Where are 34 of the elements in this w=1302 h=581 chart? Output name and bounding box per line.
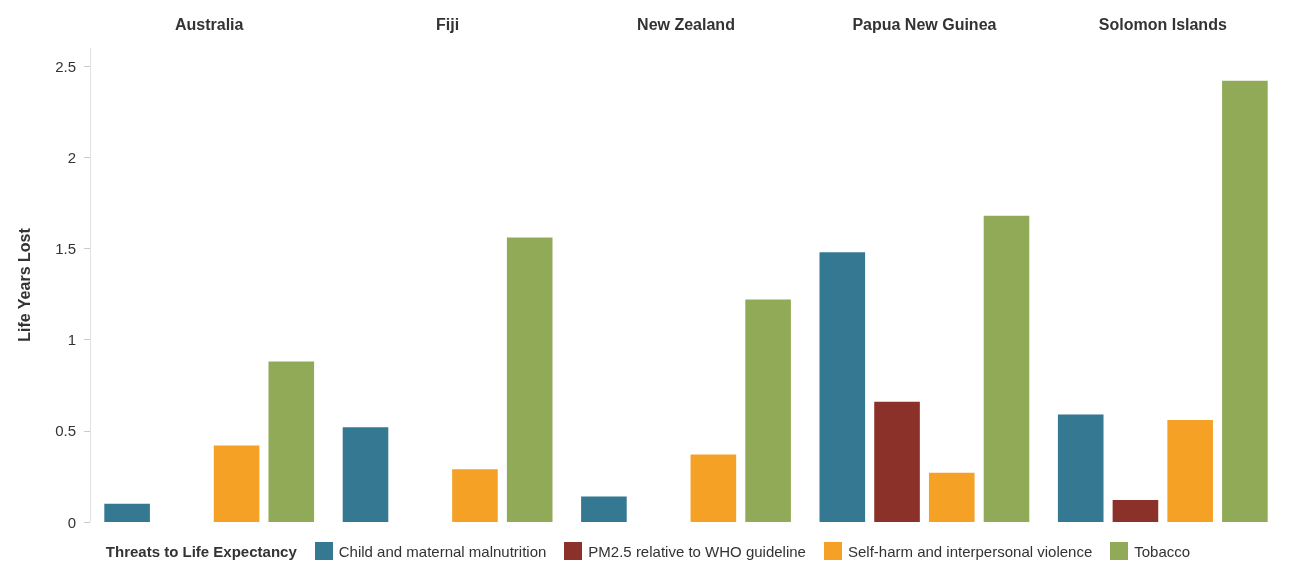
y-tick-label: 1 — [67, 331, 76, 349]
bar — [268, 361, 315, 522]
x-tick-label: New Zealand — [637, 15, 735, 33]
bar — [213, 445, 260, 522]
bar — [506, 237, 553, 522]
x-tick-label: Australia — [174, 15, 244, 33]
legend-title: Threats to Life Expectancy — [105, 542, 297, 560]
x-tick-label: Papua New Guinea — [852, 15, 997, 33]
bar — [104, 503, 150, 522]
bar — [342, 427, 389, 522]
legend-label: Self-harm and interpersonal violence — [847, 542, 1093, 560]
bar — [745, 299, 791, 522]
bar — [928, 472, 975, 522]
legend-label: Tobacco — [1134, 542, 1191, 560]
x-tick-label: Fiji — [436, 15, 460, 33]
bar — [1167, 419, 1213, 522]
y-tick-label: 0 — [67, 513, 76, 531]
bar — [690, 454, 737, 522]
bar — [983, 215, 1030, 522]
bar — [1222, 80, 1268, 522]
y-tick-label: 1.5 — [55, 240, 76, 258]
y-axis-title: Life Years Lost — [15, 227, 33, 342]
x-tick-label: Solomon Islands — [1098, 15, 1227, 33]
bar — [874, 401, 920, 522]
y-tick-label: 2.5 — [55, 57, 76, 75]
bar — [1112, 500, 1159, 522]
bar — [1057, 414, 1104, 522]
legend-label: Child and maternal malnutrition — [338, 542, 547, 560]
y-tick-label: 2 — [67, 148, 76, 166]
bar — [581, 496, 627, 522]
bar — [452, 469, 498, 522]
bar — [819, 252, 866, 522]
y-tick-label: 0.5 — [55, 422, 76, 440]
legend-label: PM2.5 relative to WHO guideline — [588, 542, 806, 560]
